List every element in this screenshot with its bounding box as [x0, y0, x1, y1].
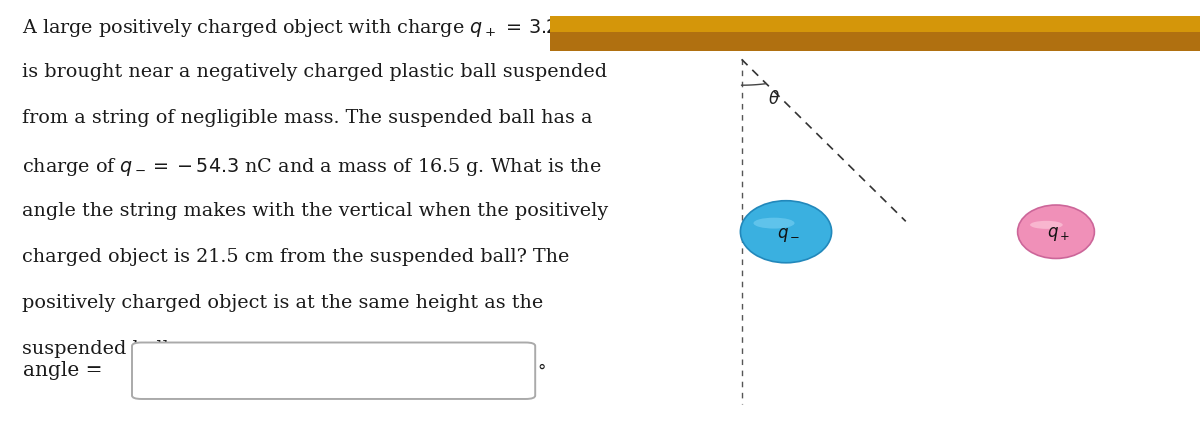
- FancyBboxPatch shape: [550, 17, 1200, 33]
- Text: °: °: [538, 362, 546, 380]
- Text: charged object is 21.5 cm from the suspended ball? The: charged object is 21.5 cm from the suspe…: [22, 247, 569, 265]
- Text: $q_-$: $q_-$: [776, 225, 800, 243]
- Text: $q_+$: $q_+$: [1046, 225, 1070, 243]
- Ellipse shape: [1018, 206, 1094, 259]
- Text: suspended ball.: suspended ball.: [22, 339, 174, 357]
- Text: angle =: angle =: [23, 360, 102, 379]
- Text: positively charged object is at the same height as the: positively charged object is at the same…: [22, 293, 542, 311]
- Ellipse shape: [740, 201, 832, 263]
- Text: angle the string makes with the vertical when the positively: angle the string makes with the vertical…: [22, 201, 607, 219]
- Text: A large positively charged object with charge $q_+\,=\,3.25\;\mu$C: A large positively charged object with c…: [22, 17, 602, 39]
- Ellipse shape: [754, 218, 794, 229]
- Ellipse shape: [1030, 221, 1063, 229]
- Text: is brought near a negatively charged plastic ball suspended: is brought near a negatively charged pla…: [22, 63, 607, 81]
- FancyBboxPatch shape: [132, 343, 535, 399]
- Text: $\theta$: $\theta$: [768, 90, 780, 108]
- Text: charge of $q_- = -54.3$ nC and a mass of 16.5 g. What is the: charge of $q_- = -54.3$ nC and a mass of…: [22, 155, 601, 177]
- FancyBboxPatch shape: [550, 33, 1200, 52]
- Text: from a string of negligible mass. The suspended ball has a: from a string of negligible mass. The su…: [22, 109, 592, 127]
